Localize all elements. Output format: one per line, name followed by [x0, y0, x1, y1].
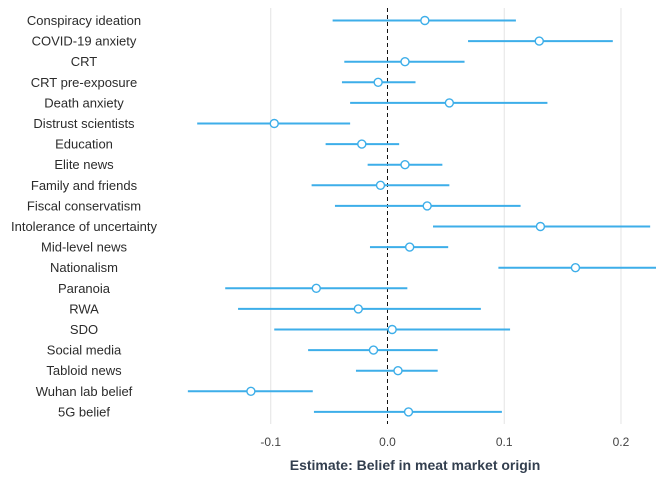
category-label: CRT pre-exposure: [31, 75, 137, 90]
category-label: RWA: [69, 301, 99, 316]
point-estimate: [373, 77, 383, 88]
point-estimate: [353, 304, 364, 314]
category-label: SDO: [70, 322, 98, 337]
category-label: Tabloid news: [46, 363, 122, 378]
category-label: Mid-level news: [41, 240, 127, 255]
point-estimate: [269, 118, 279, 129]
category-label: Paranoia: [58, 281, 111, 296]
point-estimate: [403, 407, 414, 417]
category-label: Fiscal conservatism: [27, 198, 141, 213]
point-estimate: [570, 263, 581, 273]
category-label: Social media: [47, 343, 122, 358]
category-label: Elite news: [54, 157, 114, 172]
point-estimate: [404, 242, 415, 252]
point-estimate: [393, 366, 403, 376]
point-estimate: [246, 386, 256, 396]
x-axis-title: Estimate: Belief in meat market origin: [290, 457, 541, 473]
point-estimate: [311, 283, 321, 293]
category-label: Family and friends: [31, 178, 138, 193]
gridlines: [270, 8, 622, 424]
category-label: Conspiracy ideation: [27, 13, 141, 28]
category-label: Education: [55, 137, 113, 152]
x-tick-label: -0.1: [260, 435, 281, 449]
point-estimate: [444, 98, 455, 108]
x-tick-labels: -0.1 0.0 0.1 0.2: [260, 435, 629, 449]
category-label: CRT: [71, 54, 98, 69]
category-label: Nationalism: [50, 260, 118, 275]
category-label: Intolerance of uncertainty: [11, 219, 157, 234]
estimate-marks: [187, 15, 656, 417]
point-estimate: [400, 57, 410, 67]
x-tick-label: 0.0: [379, 435, 396, 449]
category-label: COVID-19 anxiety: [32, 34, 137, 49]
point-estimate: [422, 201, 432, 211]
category-label: Death anxiety: [44, 95, 124, 110]
category-label: Wuhan lab belief: [36, 384, 133, 399]
category-label: Distrust scientists: [33, 116, 135, 131]
point-estimate: [375, 180, 386, 191]
point-estimate: [535, 221, 546, 232]
point-estimate: [420, 15, 430, 26]
point-estimate: [368, 345, 379, 355]
x-tick-label: 0.2: [613, 435, 630, 449]
point-estimate: [400, 159, 410, 170]
category-label: 5G belief: [58, 404, 110, 419]
point-estimate: [357, 139, 367, 149]
x-tick-label: 0.1: [496, 435, 513, 449]
category-labels: Conspiracy ideation COVID-19 anxiety CRT CR…: [11, 13, 157, 419]
point-estimate: [534, 36, 544, 46]
point-estimate: [387, 324, 397, 335]
